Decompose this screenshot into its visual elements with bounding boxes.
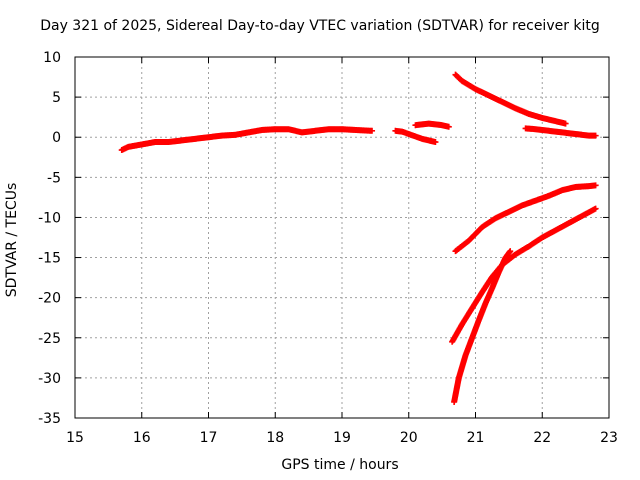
x-tick-label: 15 — [66, 430, 84, 446]
y-tick-label: 10 — [43, 50, 61, 66]
data-point — [369, 127, 376, 134]
y-tick-label: -35 — [38, 411, 61, 427]
series-track-b — [392, 127, 439, 146]
data-point — [592, 205, 599, 212]
x-tick-label: 19 — [333, 430, 351, 446]
data-point — [432, 139, 439, 146]
series-track-e — [522, 125, 599, 139]
y-tick-label: -5 — [47, 170, 61, 186]
x-tick-label: 22 — [533, 430, 551, 446]
x-tick-label: 17 — [200, 430, 218, 446]
x-tick-label: 21 — [467, 430, 485, 446]
series-track-a — [118, 126, 376, 154]
data-point — [562, 120, 569, 127]
x-tick-label: 23 — [600, 430, 618, 446]
y-tick-label: -20 — [38, 291, 61, 307]
x-axis-label: GPS time / hours — [281, 457, 399, 473]
grid-lines — [75, 57, 609, 418]
data-point — [592, 132, 599, 139]
series-track-g — [449, 205, 599, 345]
series-track-f — [452, 182, 599, 255]
axis-ticks: 15 16 17 18 19 20 21 22 23 10 5 0 -5 -10 -15 -20 -25 -30 -… — [38, 50, 618, 446]
y-tick-label: -30 — [38, 371, 61, 387]
x-tick-label: 16 — [133, 430, 151, 446]
data-point — [507, 248, 514, 255]
y-tick-label: 5 — [52, 90, 61, 106]
y-tick-label: -25 — [38, 331, 61, 347]
data-point — [592, 182, 599, 189]
series-track-c — [412, 120, 452, 130]
x-tick-label: 18 — [266, 430, 284, 446]
y-tick-label: 0 — [52, 130, 61, 146]
x-tick-label: 20 — [400, 430, 418, 446]
series-track-d — [452, 71, 569, 127]
chart-title: Day 321 of 2025, Sidereal Day-to-day VTE… — [40, 18, 600, 34]
y-tick-label: -15 — [38, 251, 61, 267]
series-track-h — [451, 248, 514, 405]
data-marks — [118, 71, 599, 405]
data-point — [445, 123, 452, 130]
y-tick-label: -10 — [38, 210, 61, 226]
